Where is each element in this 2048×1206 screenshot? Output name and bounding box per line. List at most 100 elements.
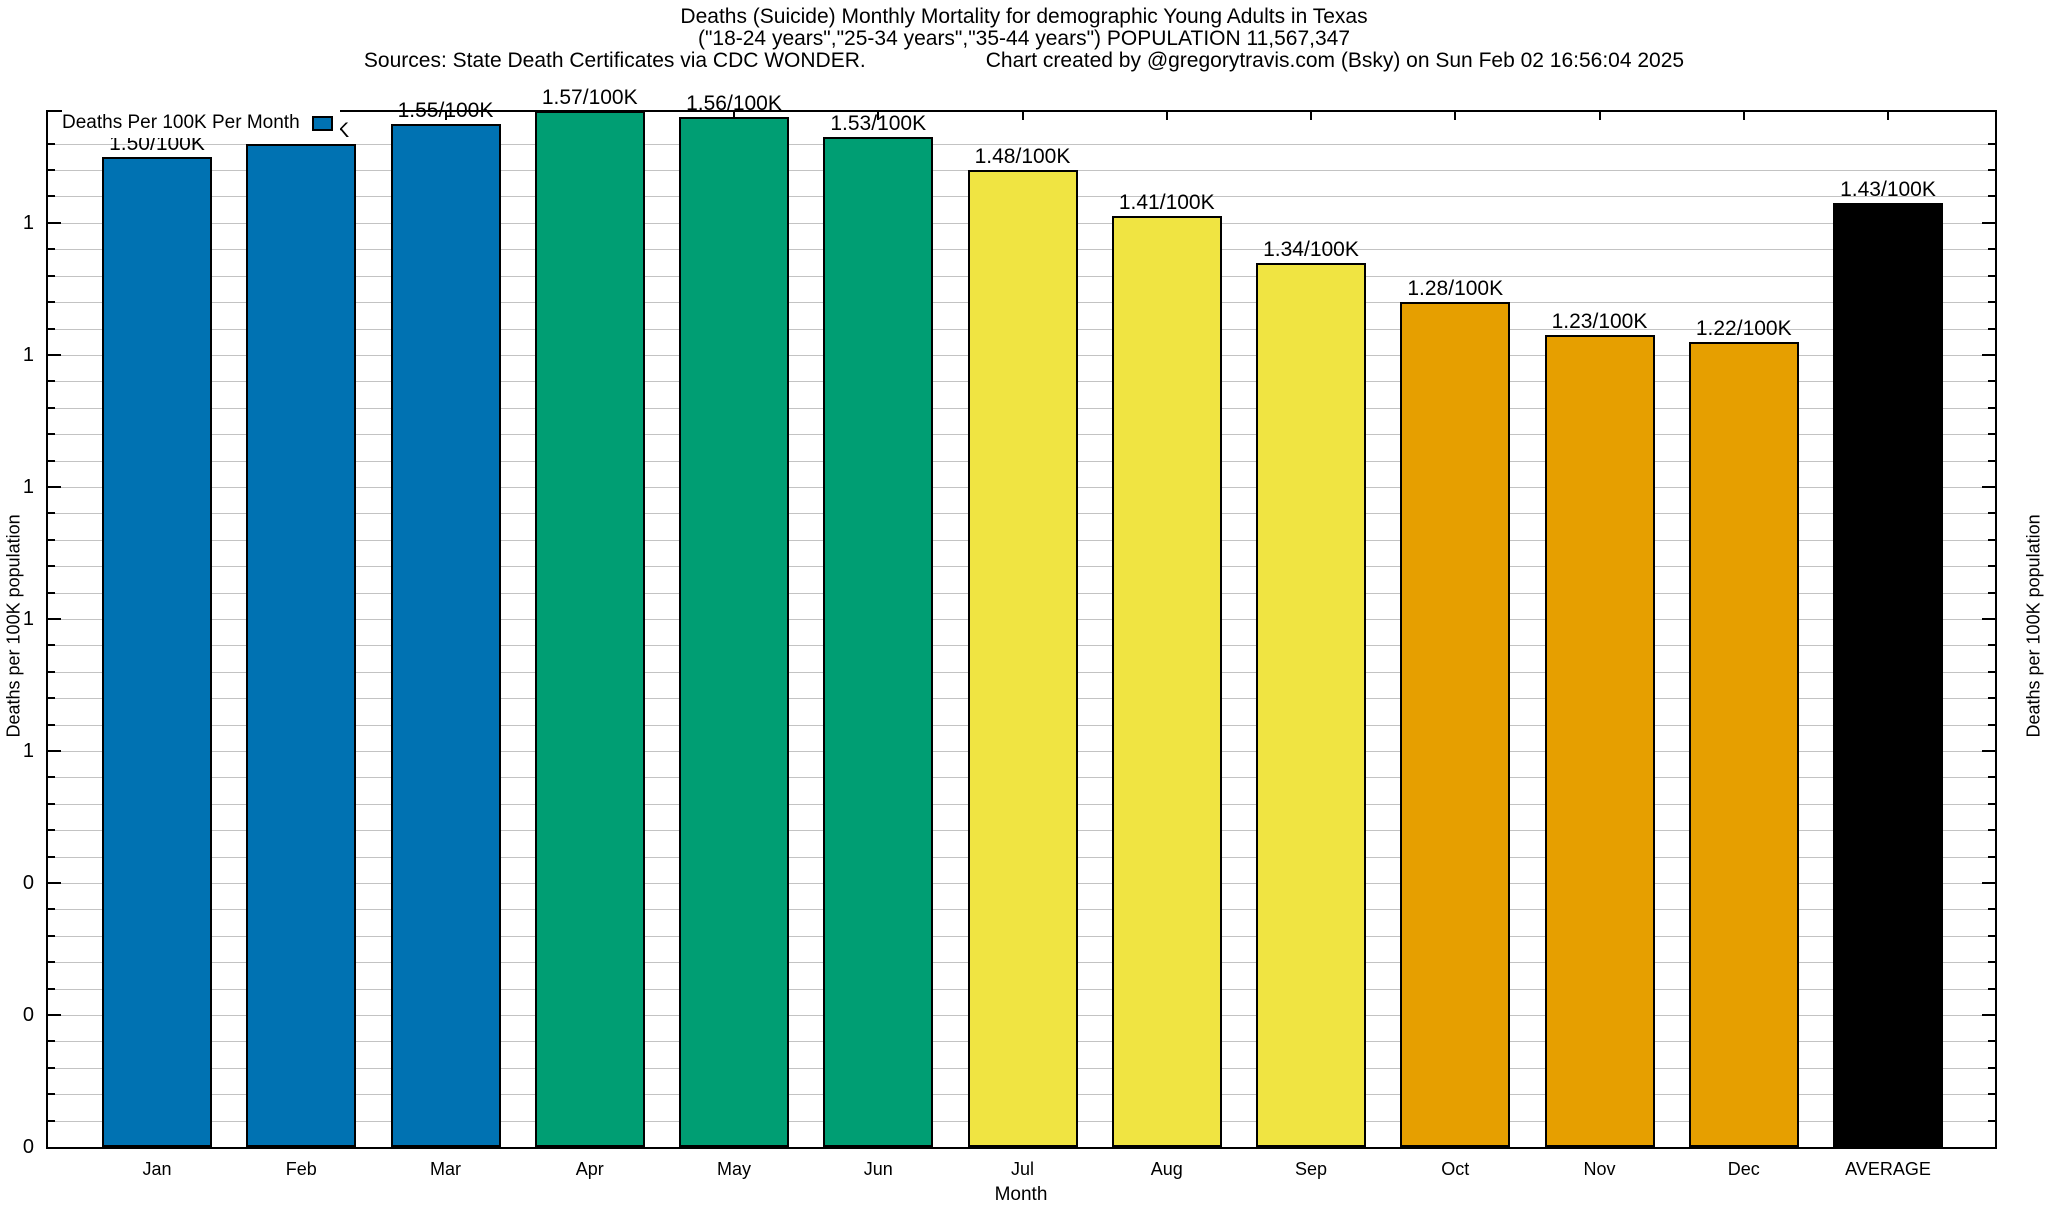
y-tick-label: 0 xyxy=(22,871,34,894)
y-tick-mark xyxy=(1988,1119,1995,1122)
x-tick-label: Feb xyxy=(285,1159,317,1179)
y-tick-mark xyxy=(1988,459,1995,462)
y-tick-mark xyxy=(48,961,55,964)
chart-header: Deaths (Suicide) Monthly Mortality for d… xyxy=(0,6,2048,72)
y-tick-label: 1 xyxy=(22,475,34,498)
y-tick-mark xyxy=(48,1013,61,1016)
x-tick-mark xyxy=(1310,112,1312,120)
bar-value-label: 1.43/100K xyxy=(1840,178,1936,202)
y-tick-mark xyxy=(48,802,55,805)
y-tick-mark xyxy=(48,274,55,277)
y-axis-label-right: Deaths per 100K population xyxy=(2023,514,2044,738)
x-tick-label: Nov xyxy=(1583,1159,1616,1179)
y-tick-mark xyxy=(1988,538,1995,541)
y-tick-mark xyxy=(1988,987,1995,990)
x-tick-label: AVERAGE xyxy=(1845,1159,1931,1179)
legend: Deaths Per 100K Per Month xyxy=(62,108,340,138)
y-tick-mark xyxy=(1988,274,1995,277)
chart-title-line3: Sources: State Death Certificates via CD… xyxy=(0,50,2048,72)
y-tick-mark xyxy=(48,248,55,251)
x-tick-label: Aug xyxy=(1150,1159,1183,1179)
x-tick-mark xyxy=(877,112,880,120)
y-tick-mark xyxy=(1988,169,1995,172)
x-tick-mark xyxy=(1598,112,1601,120)
y-tick-mark xyxy=(1988,195,1995,198)
y-tick-mark xyxy=(1988,1040,1995,1043)
y-tick-mark xyxy=(48,644,55,647)
y-tick-mark xyxy=(1982,617,1995,620)
y-tick-label: 1 xyxy=(22,607,34,630)
y-tick-mark xyxy=(1988,697,1995,700)
x-tick-label: Oct xyxy=(1441,1159,1470,1179)
y-tick-mark xyxy=(48,1119,55,1122)
bar-value-label: 1.23/100K xyxy=(1551,310,1648,334)
x-tick-mark xyxy=(1887,112,1889,120)
bar xyxy=(1833,203,1943,1147)
x-tick-label: Jun xyxy=(863,1159,893,1179)
y-tick-mark xyxy=(48,776,55,779)
bar xyxy=(534,110,645,1147)
gridline xyxy=(48,143,1995,145)
y-tick-mark xyxy=(48,934,55,937)
y-tick-mark xyxy=(1988,565,1995,568)
x-tick-label: Sep xyxy=(1294,1159,1328,1179)
y-tick-mark xyxy=(1988,644,1995,647)
x-tick-label: Jul xyxy=(1010,1159,1035,1179)
x-tick-mark xyxy=(444,112,447,120)
y-tick-mark xyxy=(48,195,55,198)
x-tick-label: Mar xyxy=(430,1159,461,1179)
y-tick-mark xyxy=(1988,248,1995,251)
y-tick-mark xyxy=(1988,512,1995,515)
y-tick-mark xyxy=(1982,485,1995,488)
x-tick-label: Jan xyxy=(142,1159,172,1179)
y-tick-mark xyxy=(1988,301,1995,304)
y-tick-mark xyxy=(48,670,55,673)
y-tick-mark xyxy=(1988,591,1995,594)
y-tick-mark xyxy=(48,301,55,304)
plot-border-right xyxy=(1995,110,1997,1149)
bar xyxy=(246,143,357,1147)
y-tick-mark xyxy=(1988,142,1995,145)
legend-swatch-icon xyxy=(311,115,333,131)
bar xyxy=(1688,341,1799,1147)
bar-value-label: 1.22/100K xyxy=(1695,316,1792,340)
bar xyxy=(1256,262,1366,1147)
plot-area: 1.50/100K1.52/100K1.55/100K1.57/100K1.56… xyxy=(46,86,1997,1149)
x-tick-mark xyxy=(733,112,735,120)
bar-value-label: 1.34/100K xyxy=(1263,237,1359,261)
bar xyxy=(390,123,501,1147)
bar xyxy=(679,117,789,1147)
y-tick-mark xyxy=(48,987,55,990)
y-tick-mark xyxy=(1988,1093,1995,1096)
y-tick-label: 1 xyxy=(22,343,34,366)
plot-border-bottom xyxy=(48,1147,1995,1149)
y-tick-mark xyxy=(48,142,55,145)
bar-value-label: 1.56/100K xyxy=(686,92,782,116)
y-tick-label: 0 xyxy=(22,1003,34,1026)
y-tick-mark xyxy=(48,697,55,700)
plot-border-left xyxy=(46,110,48,1149)
bar-value-label: 1.48/100K xyxy=(974,145,1071,169)
y-tick-label: 1 xyxy=(22,211,34,234)
y-tick-mark xyxy=(48,538,55,541)
y-tick-mark xyxy=(48,380,55,383)
y-tick-mark xyxy=(1988,723,1995,726)
plot-border-top xyxy=(48,110,1995,112)
y-tick-mark xyxy=(1988,1066,1995,1069)
legend-label: Deaths Per 100K Per Month xyxy=(62,112,300,133)
y-tick-mark xyxy=(1988,327,1995,330)
bar-value-label: 1.41/100K xyxy=(1118,191,1215,215)
chart-sources: Sources: State Death Certificates via CD… xyxy=(363,49,866,72)
y-tick-mark xyxy=(48,855,55,858)
chart-title-line1: Deaths (Suicide) Monthly Mortality for d… xyxy=(680,5,1368,28)
y-tick-mark xyxy=(48,723,55,726)
x-axis-label: Month xyxy=(994,1184,1048,1205)
y-tick-mark xyxy=(48,406,55,409)
y-tick-mark xyxy=(48,591,55,594)
y-tick-mark xyxy=(48,1093,55,1096)
y-tick-mark xyxy=(1988,934,1995,937)
x-tick-mark xyxy=(1454,112,1457,120)
y-tick-mark xyxy=(48,908,55,911)
bar xyxy=(1111,216,1222,1147)
y-tick-mark xyxy=(1982,881,1995,884)
